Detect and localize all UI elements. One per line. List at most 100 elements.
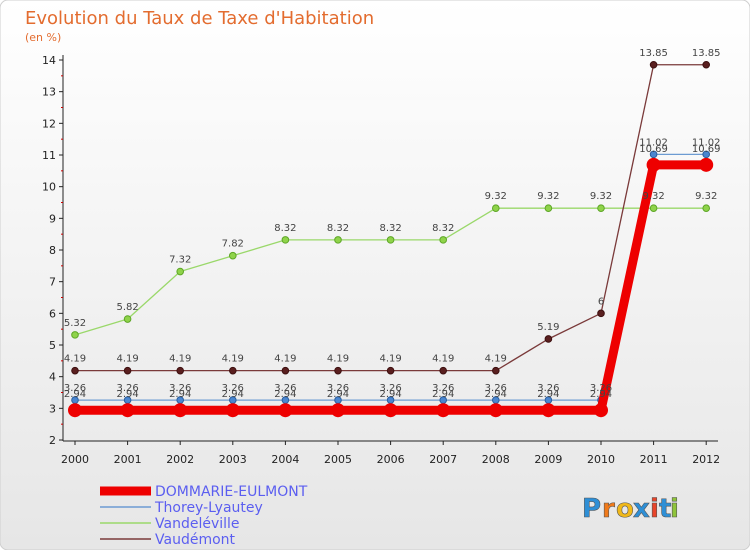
legend-label: Vaudémont — [155, 532, 236, 548]
data-point — [229, 366, 237, 375]
x-tick-label: 2011 — [640, 453, 668, 466]
data-label: 4.19 — [379, 354, 401, 365]
y-tick-label: 10 — [42, 181, 56, 194]
data-point — [176, 267, 184, 276]
logo-letter: r — [602, 494, 615, 524]
data-label: 3.26 — [116, 383, 138, 394]
data-label: 8.32 — [379, 223, 401, 234]
legend-label: Vandeléville — [155, 516, 240, 532]
data-label: 3.26 — [327, 383, 349, 394]
data-point — [225, 403, 240, 418]
series-layer — [68, 60, 714, 418]
data-label: 7.32 — [169, 255, 191, 266]
data-label: 4.19 — [222, 354, 244, 365]
data-point — [436, 403, 451, 418]
data-point — [281, 236, 290, 244]
data-point — [544, 335, 553, 343]
data-label: 9.32 — [590, 191, 612, 202]
y-tick-label: 9 — [49, 212, 56, 225]
y-tick-label: 14 — [42, 54, 56, 67]
x-tick-label: 2010 — [587, 453, 615, 466]
data-label: 2.94 — [432, 389, 454, 400]
data-point — [176, 366, 184, 375]
data-point — [123, 315, 132, 323]
data-label: 13.85 — [692, 48, 721, 59]
data-label: 2.94 — [537, 389, 559, 400]
logo-letter: x — [633, 494, 650, 524]
data-point — [492, 366, 500, 375]
data-point — [281, 366, 290, 375]
data-point — [699, 157, 714, 172]
data-point — [594, 403, 608, 418]
legend-label: DOMMARIE-EULMONT — [155, 484, 308, 500]
x-tick-label: 2004 — [271, 453, 299, 466]
y-tick-label: 12 — [42, 117, 56, 130]
data-label: 3.26 — [537, 383, 559, 394]
y-tick-label: 5 — [49, 339, 56, 352]
data-label: 4.19 — [116, 354, 138, 365]
y-ticks: 2 3 4 5 6 7 8 9 10 11 12 13 14 — [42, 54, 63, 447]
x-tick-label: 2005 — [324, 453, 352, 466]
data-label: 3.26 — [379, 383, 401, 394]
data-point — [597, 204, 605, 212]
data-label: 8.32 — [274, 223, 296, 234]
data-label: 2.94 — [169, 389, 191, 400]
data-label: 7.82 — [222, 239, 244, 250]
data-point — [334, 366, 342, 375]
x-tick-label: 2007 — [429, 453, 457, 466]
data-label: 4.19 — [485, 354, 507, 365]
data-point — [649, 60, 658, 69]
data-label: 3.26 — [274, 383, 296, 394]
data-label: 9.32 — [485, 191, 507, 202]
data-label: 9.32 — [642, 191, 664, 202]
data-label: 3.26 — [432, 383, 454, 394]
y-tick-label: 8 — [49, 244, 56, 257]
data-point — [71, 331, 79, 339]
data-point — [173, 403, 188, 418]
data-label: 4.19 — [327, 354, 349, 365]
data-label: 5.32 — [64, 318, 86, 329]
data-label: 10.69 — [639, 144, 668, 155]
data-label: 2.94 — [590, 389, 612, 400]
data-point — [386, 236, 395, 244]
data-point — [544, 204, 553, 212]
y-tick-label: 11 — [42, 149, 56, 162]
data-point — [383, 403, 398, 418]
data-point — [702, 150, 711, 159]
x-tick-label: 2000 — [61, 453, 89, 466]
data-point — [120, 403, 135, 418]
data-point — [278, 403, 293, 418]
data-point — [71, 366, 79, 375]
data-point — [123, 366, 132, 375]
data-point — [439, 366, 448, 375]
x-tick-label: 2009 — [534, 453, 562, 466]
data-point — [439, 236, 448, 244]
data-label: 2.94 — [327, 389, 349, 400]
data-labels: 5.32 5.82 7.32 7.82 8.32 8.32 8.32 8.32 9.32 9.32… — [64, 48, 721, 400]
logo-letter: i — [670, 494, 679, 524]
chart-subtitle: (en %) — [25, 31, 61, 44]
data-point — [331, 403, 345, 418]
x-tick-label: 2006 — [377, 453, 405, 466]
logo-letter: P — [582, 494, 601, 524]
data-point — [492, 204, 500, 212]
y-tick-label: 2 — [49, 434, 56, 447]
x-tick-label: 2012 — [692, 453, 720, 466]
y-tick-label: 3 — [49, 402, 56, 415]
data-label: 8.32 — [327, 223, 349, 234]
data-point — [541, 403, 556, 418]
data-point — [229, 251, 237, 260]
x-tick-label: 2003 — [219, 453, 247, 466]
data-label: 2.94 — [64, 389, 86, 400]
data-point — [334, 236, 342, 244]
data-label: 3.26 — [222, 383, 244, 394]
data-label: 3.26 — [485, 383, 507, 394]
logo-letter: t — [659, 494, 671, 524]
x-tick-label: 2001 — [114, 453, 142, 466]
data-label: 3.26 — [590, 383, 612, 394]
data-label: 2.94 — [274, 389, 296, 400]
y-tick-label: 13 — [42, 86, 56, 99]
data-label: 11.02 — [639, 137, 668, 148]
data-label: 5.19 — [537, 322, 559, 333]
